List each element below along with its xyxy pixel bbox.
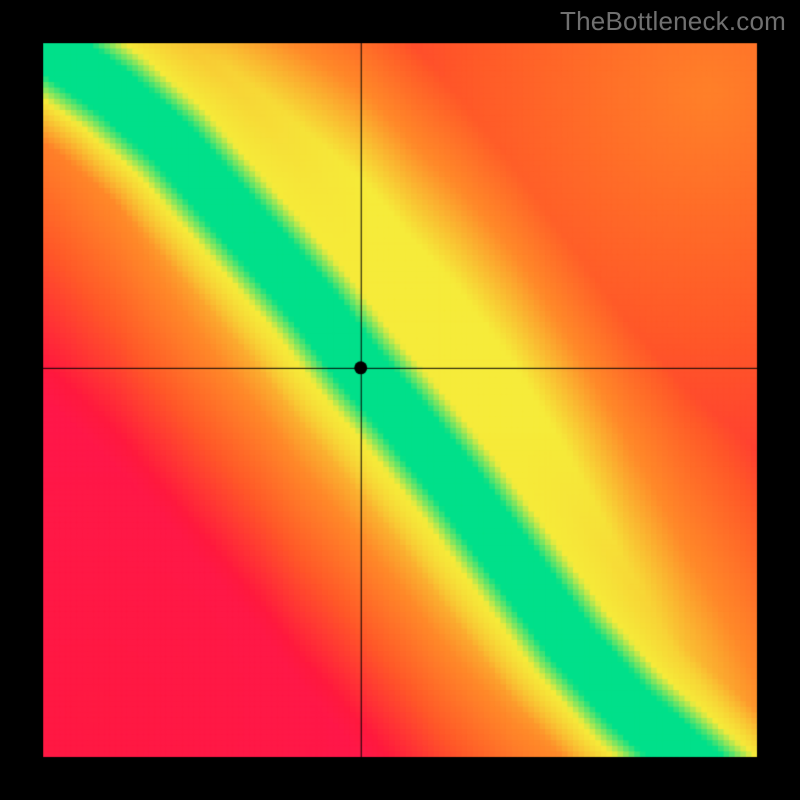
overlay-canvas <box>40 40 760 760</box>
watermark-text: TheBottleneck.com <box>560 6 786 37</box>
heatmap-plot <box>40 40 760 760</box>
stage: TheBottleneck.com <box>0 0 800 800</box>
